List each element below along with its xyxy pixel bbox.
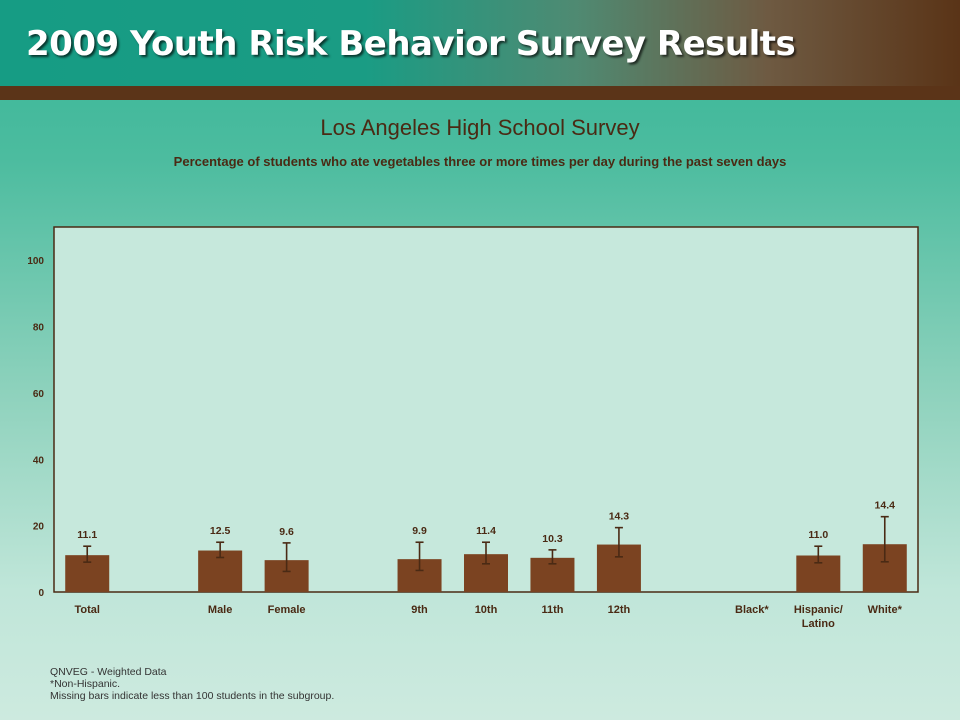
header-rule (0, 86, 960, 100)
data-label: 14.3 (609, 511, 630, 523)
plot-area (53, 226, 919, 593)
data-label: 14.4 (875, 500, 896, 512)
data-label: 11.1 (77, 529, 97, 541)
chart-subtitle: Percentage of students who ate vegetable… (173, 154, 787, 169)
x-category-label: Male (208, 604, 232, 616)
footnote-weighted: QNVEG - Weighted Data (50, 666, 167, 678)
footnote-missing-bars: Missing bars indicate less than 100 stud… (50, 690, 335, 702)
y-tick-label: 40 (33, 455, 45, 466)
footnotes: QNVEG - Weighted Data *Non-Hispanic. Mis… (50, 666, 334, 702)
x-category-label: Female (268, 604, 306, 616)
data-label: 11.0 (808, 529, 828, 541)
x-category-label: White* (868, 604, 903, 616)
x-category-label: Hispanic/Latino (794, 604, 843, 630)
y-tick-label: 60 (33, 389, 45, 400)
y-tick-label: 0 (38, 588, 44, 599)
x-category-label: 10th (475, 604, 498, 616)
x-category-label: 11th (541, 604, 563, 616)
data-label: 10.3 (542, 533, 563, 545)
footnote-non-hispanic: *Non-Hispanic. (50, 678, 121, 690)
x-category-label: Black* (735, 604, 769, 616)
y-tick-label: 100 (27, 256, 44, 267)
page-title: 2009 Youth Risk Behavior Survey Results (26, 24, 796, 64)
data-label: 9.9 (412, 525, 427, 537)
header-banner: 2009 Youth Risk Behavior Survey Results (0, 0, 960, 86)
x-category-label: Total (74, 604, 99, 616)
data-label: 9.6 (279, 526, 294, 538)
x-category-label: 12th (608, 604, 631, 616)
y-tick-label: 80 (33, 323, 45, 334)
data-label: 11.4 (476, 525, 496, 537)
x-category-label: 9th (411, 604, 428, 616)
y-tick-label: 20 (33, 522, 45, 533)
chart-title: Los Angeles High School Survey (320, 115, 640, 140)
data-label: 12.5 (210, 525, 231, 537)
